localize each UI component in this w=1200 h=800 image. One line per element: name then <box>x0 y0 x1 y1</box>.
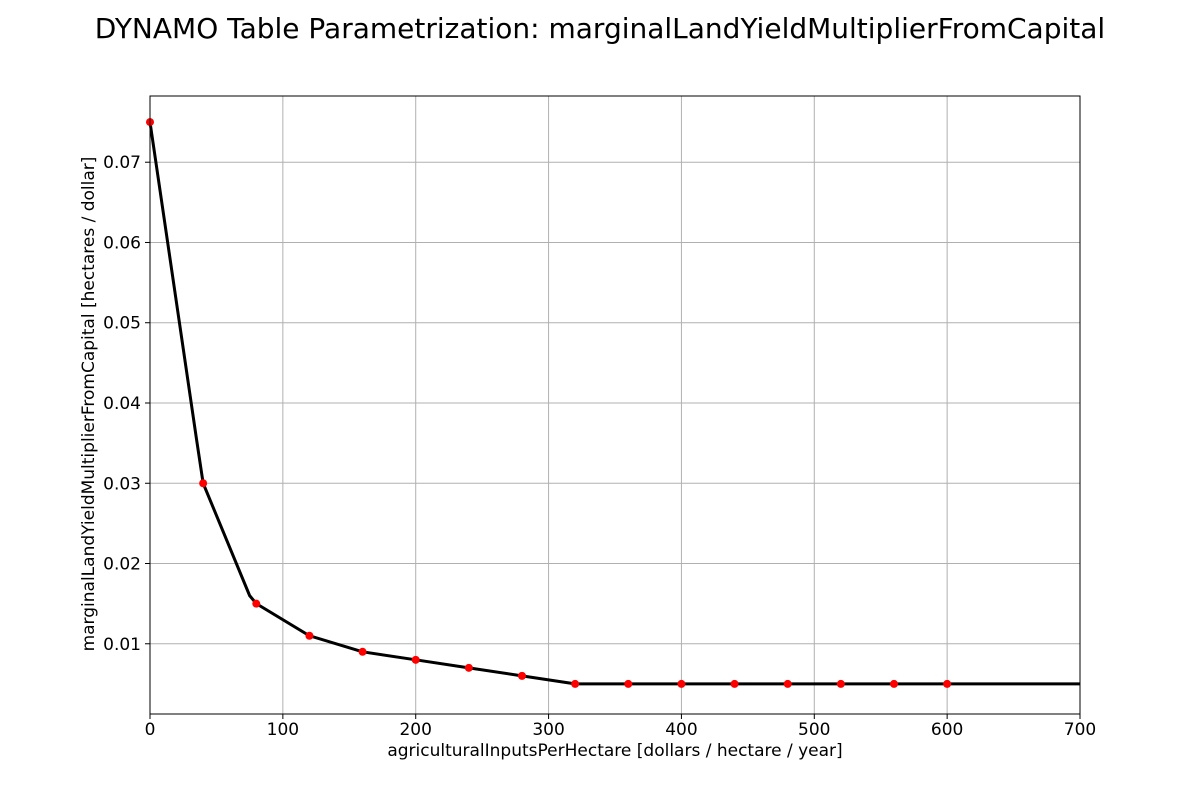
data-point <box>890 679 898 688</box>
y-axis-ticks: 0.01 0.02 0.03 0.04 0.05 0.06 0.07 <box>103 153 150 655</box>
x-tick-label: 0 <box>145 720 156 740</box>
y-tick-label: 0.01 <box>103 635 141 655</box>
plot-area-frame <box>149 95 1081 715</box>
series-points-layer <box>146 118 952 688</box>
y-tick-label: 0.03 <box>103 474 141 494</box>
data-point <box>305 631 314 640</box>
chart-title: DYNAMO Table Parametrization: marginalLa… <box>95 12 1105 45</box>
data-point <box>783 679 792 688</box>
y-axis-label: marginalLandYieldMultiplierFromCapital [… <box>79 157 99 652</box>
x-tick-label: 500 <box>798 720 830 740</box>
y-tick-label: 0.02 <box>103 555 141 575</box>
x-axis-ticks: 0 100 200 300 400 500 600 700 <box>145 714 1096 740</box>
data-point <box>836 679 845 688</box>
x-tick-label: 400 <box>665 720 697 740</box>
data-point <box>571 679 580 688</box>
x-tick-label: 700 <box>1064 720 1096 740</box>
y-tick-label: 0.07 <box>103 153 141 173</box>
y-tick-label: 0.06 <box>103 233 141 253</box>
data-point <box>464 663 473 672</box>
x-tick-label: 200 <box>399 720 431 740</box>
x-tick-label: 100 <box>267 720 299 740</box>
grid <box>149 96 1081 714</box>
data-point <box>411 655 420 664</box>
data-point <box>199 479 208 488</box>
data-point <box>730 679 739 688</box>
x-tick-label: 300 <box>532 720 564 740</box>
y-tick-label: 0.04 <box>103 394 141 414</box>
data-point <box>358 647 367 656</box>
data-point <box>624 679 633 688</box>
data-point <box>943 679 952 688</box>
y-tick-label: 0.05 <box>103 314 141 334</box>
data-point <box>518 671 526 680</box>
data-point <box>252 599 261 608</box>
data-point <box>677 679 686 688</box>
x-tick-label: 600 <box>931 720 963 740</box>
x-axis-label: agriculturalInputsPerHectare [dollars / … <box>387 741 842 761</box>
